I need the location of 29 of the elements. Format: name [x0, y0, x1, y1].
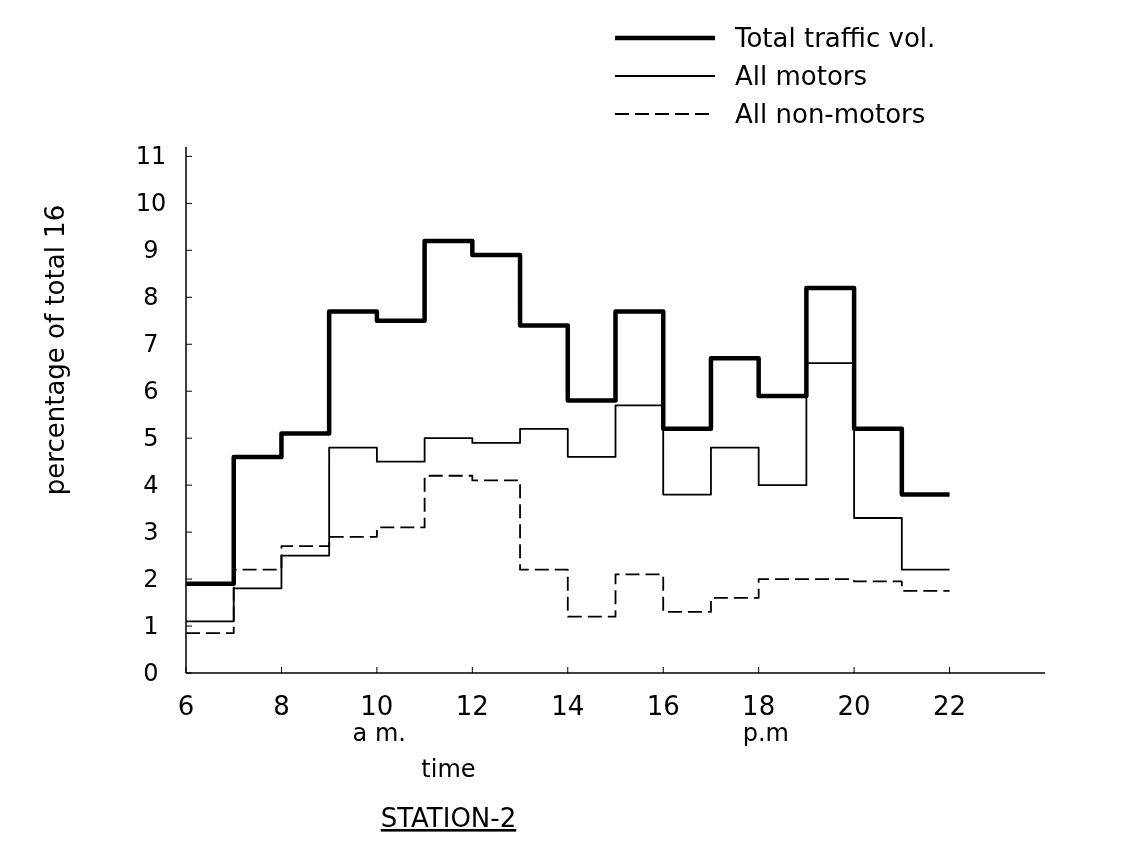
y-tick-label: 8 — [143, 283, 159, 312]
y-tick-label: 6 — [143, 377, 159, 406]
x-tick-label: 12 — [455, 691, 489, 721]
y-tick-label: 1 — [143, 612, 159, 641]
text: a m. — [352, 719, 406, 747]
y-tick-label: 2 — [143, 565, 159, 594]
y-tick-label: 11 — [135, 142, 167, 171]
x-tick-label: 22 — [933, 691, 967, 721]
y-tick-label: 9 — [143, 236, 159, 265]
legend-label: Total traffic vol. — [734, 23, 936, 53]
text: STATION-2 — [380, 803, 517, 833]
y-tick-label: 10 — [135, 189, 167, 218]
y-tick-label: 3 — [143, 518, 159, 547]
text: p.m — [742, 719, 789, 747]
x-tick-label: 16 — [646, 691, 680, 721]
y-tick-label: 5 — [143, 424, 159, 453]
y-tick-label: 4 — [143, 471, 159, 500]
x-tick-label: 8 — [273, 691, 290, 721]
x-tick-label: 6 — [177, 691, 195, 721]
legend-label: All motors — [735, 61, 868, 91]
x-tick-label: 14 — [551, 691, 585, 721]
y-tick-label: 0 — [143, 659, 159, 687]
y-axis-title: percentage of total 16 — [40, 204, 70, 496]
x-tick-label: 20 — [837, 691, 871, 721]
legend-label: All non-motors — [735, 99, 926, 129]
x-tick-label: 10 — [360, 691, 394, 721]
x-axis-title: time — [421, 755, 476, 783]
y-tick-label: 7 — [143, 330, 159, 359]
x-tick-label: 18 — [742, 691, 776, 721]
